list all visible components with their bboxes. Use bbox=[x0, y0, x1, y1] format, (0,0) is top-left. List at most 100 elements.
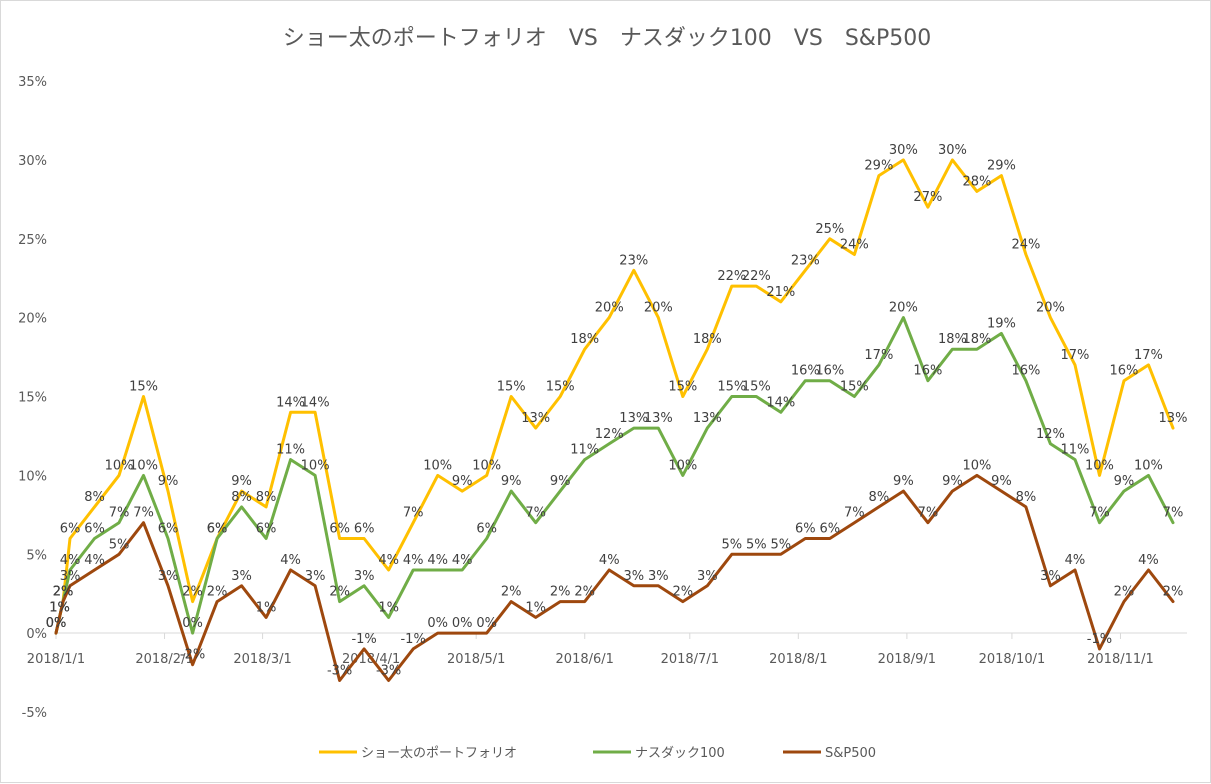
data-label: 12% bbox=[595, 427, 624, 442]
data-label: 3% bbox=[231, 569, 252, 584]
data-label: 9% bbox=[550, 474, 571, 489]
data-label: 18% bbox=[962, 332, 991, 347]
x-tick-label: 2018/2/1 bbox=[135, 652, 193, 667]
data-label: 17% bbox=[864, 348, 893, 363]
data-label: 10% bbox=[472, 458, 501, 473]
data-label: 9% bbox=[231, 474, 252, 489]
data-label: 5% bbox=[771, 537, 792, 552]
data-label: 10% bbox=[301, 458, 330, 473]
data-label: 3% bbox=[1040, 569, 1061, 584]
data-label: 7% bbox=[918, 506, 939, 521]
data-label: 1% bbox=[256, 600, 277, 615]
x-tick-label: 2018/6/1 bbox=[556, 652, 614, 667]
data-label: 10% bbox=[1085, 458, 1114, 473]
data-label: 16% bbox=[913, 364, 942, 379]
data-label: 7% bbox=[844, 506, 865, 521]
data-label: 10% bbox=[1134, 458, 1163, 473]
data-label: 1% bbox=[525, 600, 546, 615]
data-label: 2% bbox=[1114, 585, 1135, 600]
data-label: 11% bbox=[570, 443, 599, 458]
data-label: 2% bbox=[672, 585, 693, 600]
legend-label: ショー太のポートフォリオ bbox=[361, 746, 517, 761]
y-tick-label: 5% bbox=[26, 548, 47, 563]
x-tick-label: 2018/9/1 bbox=[878, 652, 936, 667]
data-label: 18% bbox=[570, 332, 599, 347]
data-label: 5% bbox=[746, 537, 767, 552]
x-tick-label: 2018/1/1 bbox=[27, 652, 85, 667]
data-label: 20% bbox=[595, 301, 624, 316]
data-label: 3% bbox=[60, 569, 81, 584]
data-label: 6% bbox=[60, 521, 81, 536]
data-label: 7% bbox=[1163, 506, 1184, 521]
data-label: 4% bbox=[84, 553, 105, 568]
data-label: 19% bbox=[987, 316, 1016, 331]
data-label: 16% bbox=[815, 364, 844, 379]
data-label: 27% bbox=[913, 190, 942, 205]
data-label: 8% bbox=[1016, 490, 1037, 505]
data-label: 2% bbox=[1163, 585, 1184, 600]
series-line-3 bbox=[54, 473, 1175, 682]
data-label: 20% bbox=[644, 301, 673, 316]
data-label: 6% bbox=[354, 521, 375, 536]
y-axis: 35% 30% 25% 20% 15% 10% 5% 0% -5% bbox=[18, 75, 47, 721]
data-label: 22% bbox=[717, 269, 746, 284]
data-label: 6% bbox=[256, 521, 277, 536]
data-label: 6% bbox=[84, 521, 105, 536]
data-label: 6% bbox=[207, 521, 228, 536]
data-labels-layer: 0%1%2%6%8%10%15%9%2%6%9%8%14%14%6% 6%4%7%… bbox=[46, 143, 1188, 679]
data-label: 18% bbox=[938, 332, 967, 347]
data-label: 30% bbox=[938, 143, 967, 158]
data-label: 2% bbox=[53, 585, 74, 600]
data-label: 15% bbox=[546, 380, 575, 395]
data-label: 16% bbox=[1011, 364, 1040, 379]
y-tick-label: -5% bbox=[22, 706, 47, 721]
data-label: 15% bbox=[742, 380, 771, 395]
data-label: -3% bbox=[376, 663, 401, 678]
data-label: 16% bbox=[1110, 364, 1139, 379]
data-label: 2% bbox=[574, 585, 595, 600]
data-label: 13% bbox=[1159, 411, 1188, 426]
series-line-2 bbox=[54, 316, 1175, 635]
legend: ショー太のポートフォリオ ナスダック100 S&P500 bbox=[319, 746, 876, 761]
data-label: 13% bbox=[619, 411, 648, 426]
data-label: 4% bbox=[378, 553, 399, 568]
data-label: -2% bbox=[180, 648, 205, 663]
data-label: 4% bbox=[427, 553, 448, 568]
data-label: 10% bbox=[962, 458, 991, 473]
data-label: 6% bbox=[820, 521, 841, 536]
x-tick-label: 2018/7/1 bbox=[661, 652, 719, 667]
data-label: 4% bbox=[1138, 553, 1159, 568]
data-label: 6% bbox=[476, 521, 497, 536]
data-label: 7% bbox=[133, 506, 154, 521]
data-label: 24% bbox=[840, 238, 869, 253]
data-label: 8% bbox=[256, 490, 277, 505]
data-label: 1% bbox=[49, 600, 70, 615]
data-label: 2% bbox=[501, 585, 522, 600]
data-label: 30% bbox=[889, 143, 918, 158]
data-label: 5% bbox=[721, 537, 742, 552]
data-label: 21% bbox=[766, 285, 795, 300]
data-label: 0% bbox=[46, 616, 67, 631]
data-label: 3% bbox=[697, 569, 718, 584]
legend-label: ナスダック100 bbox=[635, 746, 725, 761]
data-label: 20% bbox=[1036, 301, 1065, 316]
x-tick-label: 2018/3/1 bbox=[233, 652, 291, 667]
data-label: -1% bbox=[400, 632, 425, 647]
data-label: 24% bbox=[1011, 238, 1040, 253]
data-label: 3% bbox=[623, 569, 644, 584]
chart-title: ショー太のポートフォリオ VS ナスダック100 VS S&P500 bbox=[283, 26, 931, 51]
data-label: 15% bbox=[129, 380, 158, 395]
data-label: 8% bbox=[84, 490, 105, 505]
data-label: 14% bbox=[301, 395, 330, 410]
data-label: 4% bbox=[452, 553, 473, 568]
data-label: 3% bbox=[305, 569, 326, 584]
data-label: 13% bbox=[521, 411, 550, 426]
y-tick-label: 35% bbox=[18, 75, 47, 90]
data-label: -1% bbox=[1087, 632, 1112, 647]
data-label: 7% bbox=[403, 506, 424, 521]
legend-label: S&P500 bbox=[825, 746, 876, 761]
x-tick-label: 2018/8/1 bbox=[769, 652, 827, 667]
data-label: 11% bbox=[276, 443, 305, 458]
data-label: 5% bbox=[109, 537, 130, 552]
data-label: 13% bbox=[693, 411, 722, 426]
